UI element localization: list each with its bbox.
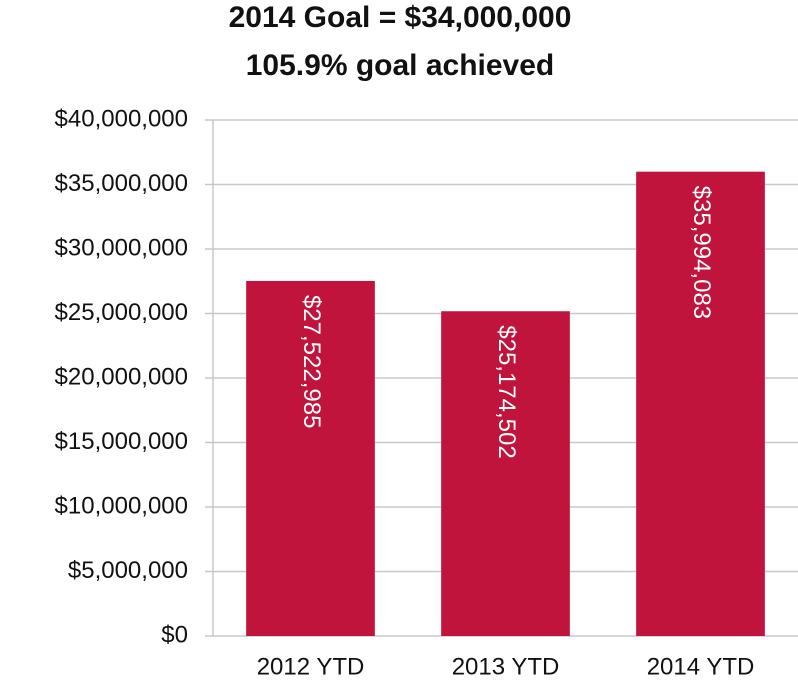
y-tick-label: $40,000,000 (55, 105, 188, 132)
y-tick-label: $5,000,000 (68, 557, 188, 584)
y-tick-label: $35,000,000 (55, 170, 188, 197)
data-label: $25,174,502 (493, 325, 520, 458)
x-tick-label: 2012 YTD (257, 653, 365, 680)
y-tick-label: $0 (161, 621, 188, 648)
bar (441, 311, 570, 636)
y-tick-label: $15,000,000 (55, 428, 188, 455)
bar (246, 280, 375, 636)
y-tick-label: $30,000,000 (55, 234, 188, 261)
data-label: $35,994,083 (688, 186, 715, 319)
chart-title: 2014 Goal = $34,000,000 (229, 1, 572, 34)
bar (636, 171, 765, 636)
data-label: $27,522,985 (298, 295, 325, 428)
chart-subtitle: 105.9% goal achieved (246, 49, 555, 82)
y-tick-label: $20,000,000 (55, 363, 188, 390)
y-tick-label: $25,000,000 (55, 299, 188, 326)
x-tick-label: 2013 YTD (452, 653, 560, 680)
y-tick-label: $10,000,000 (55, 492, 188, 519)
x-tick-label: 2014 YTD (647, 653, 755, 680)
